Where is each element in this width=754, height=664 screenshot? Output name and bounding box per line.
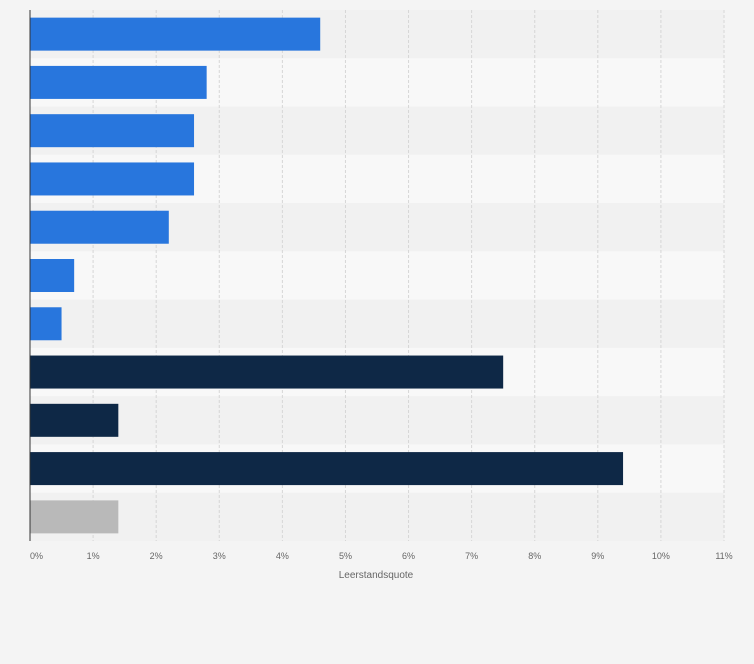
x-tick-labels: 0% 1% 2% 3% 4% 5% 6% 7% 8% 9% 10% 11%	[30, 551, 733, 561]
bar[interactable]	[30, 259, 75, 292]
x-tick-label: 3%	[213, 551, 226, 561]
x-tick-label: 8%	[528, 551, 541, 561]
bar[interactable]	[30, 162, 195, 196]
bar[interactable]	[30, 210, 169, 244]
bar[interactable]	[30, 65, 207, 99]
bar[interactable]	[30, 355, 504, 389]
x-tick-label: 11%	[715, 551, 732, 561]
x-tick-label: 6%	[402, 551, 415, 561]
x-tick-label: 4%	[276, 551, 289, 561]
bar[interactable]	[30, 17, 321, 51]
bar[interactable]	[30, 452, 624, 486]
x-tick-label: 1%	[87, 551, 100, 561]
row-band	[30, 251, 724, 300]
bar[interactable]	[30, 403, 119, 437]
x-tick-label: 7%	[465, 551, 478, 561]
bar[interactable]	[30, 307, 62, 341]
row-band	[30, 492, 724, 541]
x-tick-label: 9%	[591, 551, 604, 561]
x-axis-title: Leerstandsquote	[339, 570, 414, 581]
row-band	[30, 396, 724, 445]
x-tick-label: 5%	[339, 551, 352, 561]
bar[interactable]	[30, 114, 195, 148]
row-band	[30, 299, 724, 348]
x-tick-label: 10%	[652, 551, 670, 561]
x-tick-label: 2%	[150, 551, 163, 561]
x-tick-label: 0%	[30, 551, 43, 561]
bars	[30, 17, 624, 534]
bar[interactable]	[30, 500, 119, 534]
